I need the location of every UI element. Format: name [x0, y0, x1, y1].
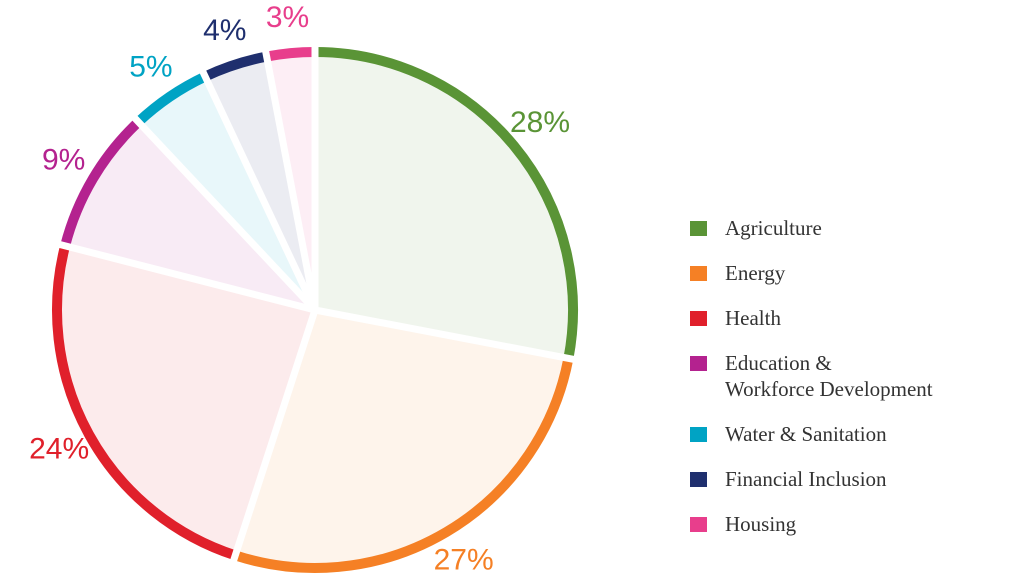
slice-arc — [233, 357, 574, 573]
legend: Agriculture Energy Health Education & Workf… — [690, 215, 933, 556]
slice-gap — [196, 63, 319, 312]
legend-swatch — [690, 266, 707, 281]
slice-gap — [126, 110, 318, 313]
slice-arc — [134, 72, 208, 126]
legend-swatch — [690, 427, 707, 442]
legend-label: Water & Sanitation — [725, 422, 887, 446]
data-label: 4% — [203, 14, 246, 47]
chart: 28% 27% 24% 9% 5% 4% 3% — [29, 1, 582, 577]
legend-item: Financial Inclusion — [690, 466, 933, 492]
legend-item: Agriculture — [690, 215, 933, 241]
legend-item: Education & Workforce Development — [690, 350, 933, 402]
legend-label: Agriculture — [725, 216, 822, 240]
legend-swatch — [690, 472, 707, 487]
legend-item: Housing — [690, 511, 933, 537]
legend-label: Health — [725, 306, 781, 330]
pie-slice — [60, 118, 315, 310]
legend-item: Health — [690, 305, 933, 331]
pie-slice — [315, 47, 579, 360]
slice-arc — [60, 118, 142, 248]
slice-arc — [52, 244, 237, 561]
legend-label: Education & Workforce Development — [725, 351, 933, 401]
data-label: 3% — [266, 1, 309, 34]
legend-item: Energy — [690, 260, 933, 286]
data-label: 24% — [29, 433, 89, 466]
slice-gap — [260, 43, 319, 311]
legend-item: Water & Sanitation — [690, 421, 933, 447]
pie-slice — [134, 72, 315, 310]
data-label: 9% — [42, 143, 85, 176]
slice-arc — [314, 47, 578, 360]
legend-swatch — [690, 356, 707, 371]
legend-swatch — [690, 221, 707, 236]
slice-gap — [227, 308, 319, 569]
legend-label: Housing — [725, 512, 797, 536]
slice-arc — [265, 47, 316, 62]
data-label: 5% — [129, 50, 172, 83]
data-label: 28% — [510, 106, 570, 139]
legend-label: Financial Inclusion — [725, 467, 887, 491]
legend-swatch — [690, 311, 707, 326]
legend-swatch — [690, 517, 707, 532]
legend-label: Energy — [725, 261, 786, 285]
slice-gap — [51, 239, 316, 314]
slice-gap — [314, 306, 582, 365]
data-label: 27% — [434, 543, 494, 576]
